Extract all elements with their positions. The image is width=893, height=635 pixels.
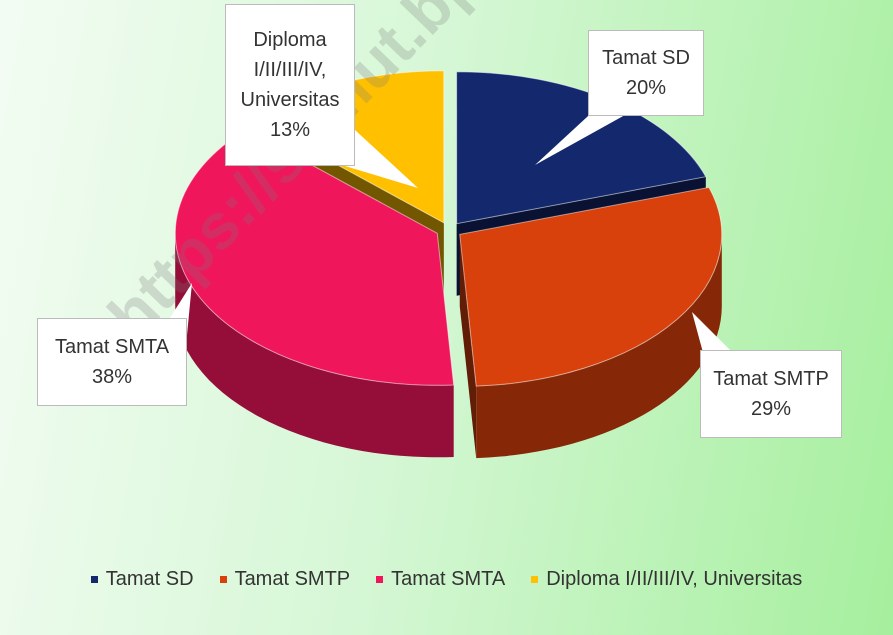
- data-label-value: 38%: [91, 366, 133, 388]
- slice: [174, 128, 455, 386]
- legend-item: Diploma I/II/III/IV, Universitas: [531, 568, 802, 591]
- legend-swatch: [219, 576, 227, 583]
- data-label-value: 29%: [750, 398, 792, 420]
- slice-side: [175, 233, 454, 458]
- legend-label: Diploma I/II/III/IV, Universitas: [546, 568, 803, 590]
- legend-label: Tamat SD: [105, 568, 194, 590]
- callout-pointer: [692, 312, 730, 360]
- legend-swatch: [376, 576, 384, 583]
- legend-item: Tamat SMTA: [376, 568, 505, 591]
- callout-pointer: [345, 130, 418, 188]
- data-label: Diploma I/II/III/IV, Universitas 13%: [225, 4, 355, 166]
- legend-swatch: [531, 576, 539, 583]
- legend-label: Tamat SMTA: [391, 568, 506, 590]
- data-label: Tamat SMTP 29%: [700, 350, 842, 438]
- data-label-category: Diploma I/II/III/IV, Universitas: [240, 29, 340, 111]
- data-label-value: 20%: [625, 77, 667, 99]
- slice-cut-face: [459, 234, 477, 459]
- data-label-category: Tamat SD: [602, 47, 690, 69]
- data-label-value: 13%: [269, 119, 311, 141]
- slice-side: [476, 234, 722, 459]
- legend-label: Tamat SMTP: [234, 568, 351, 590]
- slice: [459, 186, 723, 387]
- legend-swatch: [90, 576, 98, 583]
- data-label: Tamat SD 20%: [588, 30, 704, 116]
- callout-pointer: [535, 105, 625, 165]
- legend-item: Tamat SMTP: [219, 568, 351, 591]
- data-label-category: Tamat SMTP: [713, 368, 829, 390]
- data-label-category: Tamat SMTA: [54, 336, 170, 358]
- legend: Tamat SD Tamat SMTP Tamat SMTA Diploma I/II…: [0, 568, 893, 591]
- legend-item: Tamat SD: [90, 568, 194, 591]
- data-label: Tamat SMTA 38%: [37, 318, 187, 406]
